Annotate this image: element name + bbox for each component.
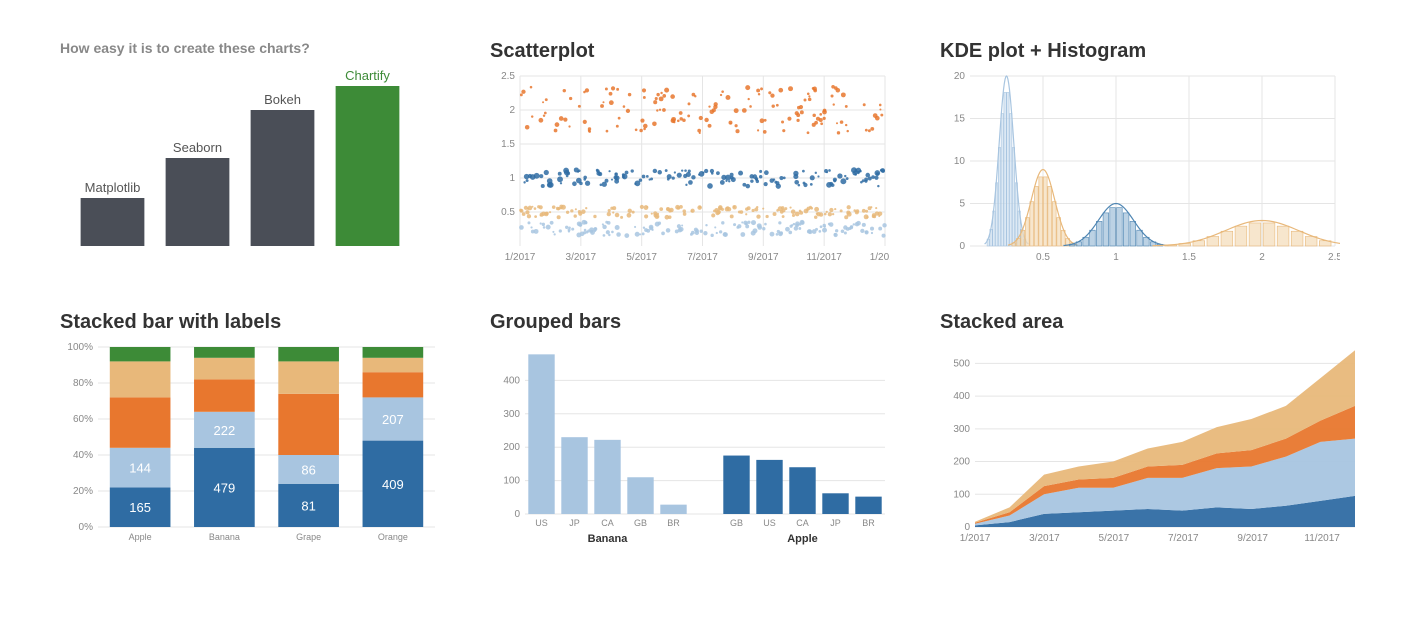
svg-text:Orange: Orange [378,532,408,542]
svg-text:0: 0 [964,522,970,533]
svg-text:3/2017: 3/2017 [1029,533,1060,544]
svg-text:300: 300 [953,424,970,435]
svg-text:40%: 40% [73,450,93,461]
svg-text:1/2017: 1/2017 [505,252,536,263]
svg-text:20%: 20% [73,486,93,497]
svg-text:JP: JP [830,518,841,528]
svg-text:2: 2 [509,105,515,116]
svg-text:Bokeh: Bokeh [264,92,301,107]
svg-text:300: 300 [503,409,520,420]
svg-text:Apple: Apple [787,533,818,545]
svg-text:80%: 80% [73,378,93,389]
svg-text:BR: BR [667,518,680,528]
svg-text:0: 0 [514,509,520,520]
stacked-bar-panel: Stacked bar with labels 0% 20% 40% 60% 80% 10… [60,311,440,552]
svg-text:409: 409 [382,477,404,492]
grouped-bar-chart: 0 100 200 300 400 US JP CA GB BR Banana GB US CA JP BR A… [490,342,890,552]
svg-text:Banana: Banana [209,532,240,542]
svg-text:100: 100 [503,476,520,487]
stacked-area-chart: 0 100 200 300 400 500 1/2017 3/2017 5/2017 7/2017… [940,342,1360,552]
svg-text:7/2017: 7/2017 [1168,533,1199,544]
svg-text:2.5: 2.5 [501,71,515,82]
svg-text:Grape: Grape [296,532,321,542]
svg-text:5: 5 [959,199,965,210]
grouped-bars-title: Grouped bars [490,311,890,334]
svg-text:1.5: 1.5 [501,139,515,150]
svg-text:207: 207 [382,412,404,427]
svg-text:CA: CA [796,518,809,528]
grouped-bars-panel: Grouped bars 0 100 200 300 400 US JP CA GB BR Bana… [490,311,890,552]
ease-bar-chart: Matplotlib Seaborn Bokeh Chartify [60,66,420,256]
svg-text:400: 400 [503,375,520,386]
svg-text:Seaborn: Seaborn [173,140,222,155]
svg-text:11/2017: 11/2017 [806,252,842,263]
svg-text:7/2017: 7/2017 [687,252,718,263]
svg-text:1.5: 1.5 [1182,252,1196,263]
svg-text:479: 479 [214,480,236,495]
svg-text:60%: 60% [73,414,93,425]
scatterplot-chart: 0.5 1 1.5 2 2.5 1/2017 3/2017 5/2017 7/2017 9/201… [490,71,890,271]
svg-text:100: 100 [953,489,970,500]
svg-text:US: US [763,518,776,528]
svg-text:Apple: Apple [129,532,152,542]
svg-text:0%: 0% [79,522,94,533]
stacked-area-title: Stacked area [940,311,1360,334]
stacked-bar-chart: 0% 20% 40% 60% 80% 100% 165 144 Apple 479 222 Banan… [60,342,440,552]
svg-text:144: 144 [129,461,151,476]
svg-text:1/2018: 1/2018 [870,252,890,263]
svg-text:JP: JP [569,518,580,528]
svg-text:1/2017: 1/2017 [960,533,991,544]
svg-text:81: 81 [301,498,315,513]
svg-text:CA: CA [601,518,614,528]
ease-chart-panel: How easy it is to create these charts? M… [60,40,440,271]
ease-chart-title: How easy it is to create these charts? [60,40,440,56]
svg-text:500: 500 [953,358,970,369]
stacked-bar-title: Stacked bar with labels [60,311,440,334]
kde-title: KDE plot + Histogram [940,40,1360,63]
svg-text:86: 86 [301,462,315,477]
svg-text:400: 400 [953,391,970,402]
svg-text:Banana: Banana [588,533,629,545]
svg-text:GB: GB [730,518,743,528]
svg-text:2: 2 [1259,252,1265,263]
kde-hist-chart: 0 5 10 15 20 0.5 1 1.5 2 2.5 [940,71,1340,271]
svg-text:BR: BR [862,518,875,528]
scatter-panel: Scatterplot 0.5 1 1.5 2 2.5 1/2017 3/2017 5/201… [490,40,890,271]
svg-text:100%: 100% [67,342,93,353]
svg-text:5/2017: 5/2017 [626,252,657,263]
svg-text:9/2017: 9/2017 [1237,533,1268,544]
svg-text:0: 0 [959,241,965,252]
svg-text:0.5: 0.5 [501,207,515,218]
svg-text:10: 10 [954,156,966,167]
svg-text:15: 15 [954,114,966,125]
svg-text:20: 20 [954,71,966,82]
svg-text:0.5: 0.5 [1036,252,1050,263]
stacked-area-panel: Stacked area 0 100 200 300 400 500 1/2017 3/201… [940,311,1360,552]
svg-text:2.5: 2.5 [1328,252,1340,263]
svg-text:3/2017: 3/2017 [566,252,597,263]
svg-text:200: 200 [953,457,970,468]
kde-panel: KDE plot + Histogram 0 5 10 15 20 0.5 1 1.5 2 2.5 [940,40,1360,271]
svg-text:1: 1 [1113,252,1119,263]
svg-text:US: US [535,518,548,528]
svg-text:Chartify: Chartify [345,68,390,83]
svg-text:200: 200 [503,442,520,453]
svg-text:222: 222 [214,423,236,438]
svg-text:9/2017: 9/2017 [748,252,779,263]
scatter-title: Scatterplot [490,40,890,63]
svg-text:Matplotlib: Matplotlib [85,180,141,195]
svg-text:GB: GB [634,518,647,528]
svg-text:5/2017: 5/2017 [1099,533,1130,544]
svg-text:11/2017: 11/2017 [1304,533,1340,544]
svg-text:165: 165 [129,500,151,515]
svg-text:1: 1 [509,173,515,184]
